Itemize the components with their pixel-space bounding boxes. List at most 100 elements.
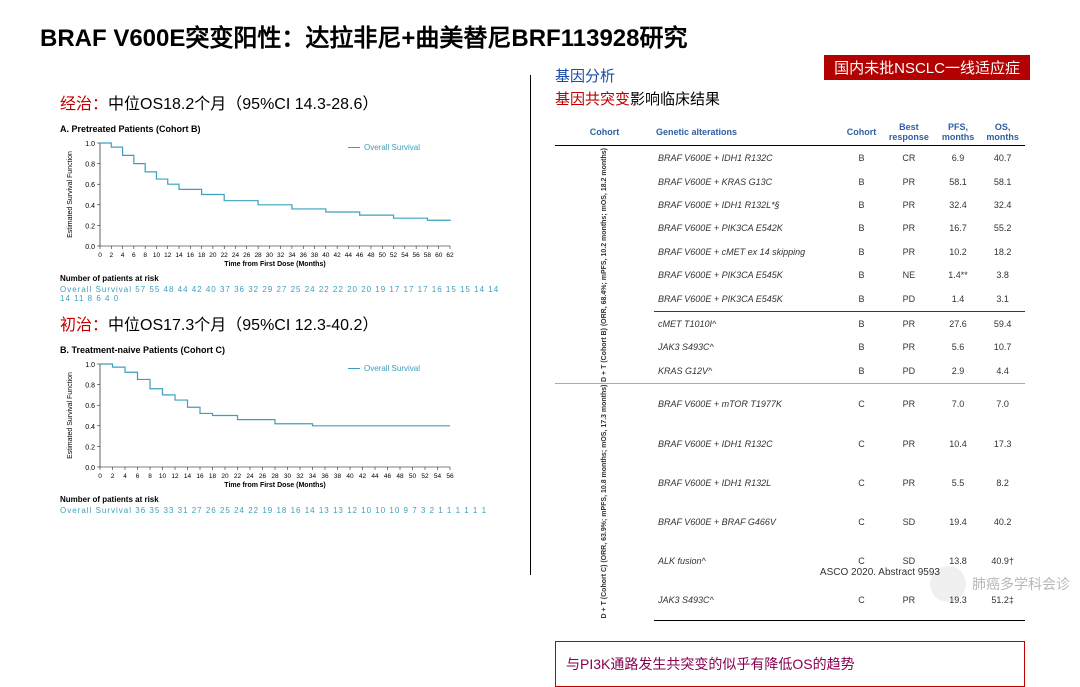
svg-text:2: 2 [109,252,113,259]
chartA-legend: Overall Survival [348,143,420,152]
table-cell: BRAF V600E + KRAS G13C [654,170,841,193]
table-cell: 58.1 [980,170,1025,193]
table-cell: BRAF V600E + IDH1 R132L [654,463,841,502]
svg-text:52: 52 [421,473,429,480]
svg-text:40: 40 [346,473,354,480]
svg-text:46: 46 [384,473,392,480]
table-cell: BRAF V600E + mTOR T1977K [654,383,841,424]
svg-text:0.8: 0.8 [85,162,95,169]
svg-text:26: 26 [243,252,251,259]
table-cell: C [841,580,882,621]
table-cell: 40.7 [980,146,1025,170]
table-header: OS,months [980,119,1025,146]
table-cell: 55.2 [980,217,1025,240]
svg-text:22: 22 [234,473,242,480]
table-cell: SD [882,502,936,541]
table-cell: 8.2 [980,463,1025,502]
table-cell: 10.7 [980,336,1025,359]
conclusion-box: 与PI3K通路发生共突变的似乎有降低OS的趋势 [555,641,1025,687]
table-cell: B [841,217,882,240]
riskB-title: Number of patients at risk [60,495,500,504]
svg-text:4: 4 [123,473,127,480]
table-cell: B [841,146,882,170]
table-cell: PR [882,240,936,263]
table-cell: 58.1 [936,170,981,193]
table-cell: 4.4 [980,359,1025,383]
alterations-table: CohortGenetic alterationsCohortBestrespo… [555,119,1025,621]
svg-text:44: 44 [371,473,379,480]
svg-text:0.8: 0.8 [85,383,95,390]
table-cell: BRAF V600E + cMET ex 14 skipping [654,240,841,263]
svg-text:36: 36 [300,252,308,259]
chartA-svg: 0.00.20.40.60.81.00246810121416182022242… [60,138,460,268]
svg-text:10: 10 [153,252,161,259]
svg-text:54: 54 [401,252,409,259]
svg-text:24: 24 [246,473,254,480]
table-cell: 16.7 [936,217,981,240]
table-cell: BRAF V600E + PIK3CA E542K [654,217,841,240]
riskB-row: Overall Survival 36 35 33 31 27 26 25 24… [60,506,500,515]
table-cell: 7.0 [936,383,981,424]
analysis-line2: 基因共突变影响临床结果 [555,88,1025,109]
svg-text:38: 38 [311,252,319,259]
table-cell: B [841,170,882,193]
table-header: Cohort [555,119,654,146]
svg-text:46: 46 [356,252,364,259]
svg-text:0.4: 0.4 [85,203,95,210]
table-cell: JAK3 S493C^ [654,580,841,621]
table-cell: KRAS G12V^ [654,359,841,383]
table-cell: 10.4 [936,424,981,463]
svg-text:0.4: 0.4 [85,424,95,431]
chartB-wrap: 0.00.20.40.60.81.00246810121416182022242… [60,359,460,489]
svg-text:34: 34 [288,252,296,259]
table-cell: ALK fusion^ [654,541,841,580]
table-cell: B [841,240,882,263]
svg-text:34: 34 [309,473,317,480]
table-header: Cohort [841,119,882,146]
table-cell: NE [882,264,936,287]
table-cell: cMET T1010I^ [654,311,841,335]
watermark: 肺癌多学科会诊 [930,566,1070,602]
table-cell: C [841,424,882,463]
svg-text:58: 58 [424,252,432,259]
left-column: 经治：中位OS18.2个月（95%CI 14.3-28.6） A. Pretre… [60,90,500,515]
svg-text:8: 8 [148,473,152,480]
svg-text:44: 44 [345,252,353,259]
svg-text:1.0: 1.0 [85,362,95,369]
table-cell: B [841,311,882,335]
svg-text:0: 0 [98,252,102,259]
table-cell: 59.4 [980,311,1025,335]
svg-text:28: 28 [254,252,262,259]
svg-text:8: 8 [143,252,147,259]
svg-text:48: 48 [396,473,404,480]
svg-text:36: 36 [321,473,329,480]
table-cell: 32.4 [936,193,981,216]
table-cell: 2.9 [936,359,981,383]
svg-text:28: 28 [271,473,279,480]
svg-text:62: 62 [446,252,454,259]
table-cell: 18.2 [980,240,1025,263]
svg-text:56: 56 [413,252,421,259]
table-cell: B [841,359,882,383]
table-cell: C [841,383,882,424]
table-cell: 40.2 [980,502,1025,541]
chartA-wrap: 0.00.20.40.60.81.00246810121416182022242… [60,138,460,268]
svg-text:42: 42 [359,473,367,480]
table-cell: B [841,193,882,216]
table-row: D + T (Cohort C) (ORR, 63.9%; mPFS, 10.8… [555,383,1025,424]
table-cell: PR [882,170,936,193]
svg-text:20: 20 [221,473,229,480]
svg-text:12: 12 [171,473,179,480]
svg-text:0.0: 0.0 [85,244,95,251]
table-cell: 17.3 [980,424,1025,463]
svg-text:1.0: 1.0 [85,141,95,148]
conclusion-text: 与PI3K通路发生共突变的似乎有降低OS的趋势 [566,654,1014,674]
table-cell: 5.5 [936,463,981,502]
table-cell: PR [882,463,936,502]
analysis-line1: 基因分析 [555,65,1025,86]
table-cell: C [841,502,882,541]
svg-text:0.6: 0.6 [85,182,95,189]
svg-text:6: 6 [136,473,140,480]
svg-text:38: 38 [334,473,342,480]
table-cell: PR [882,336,936,359]
